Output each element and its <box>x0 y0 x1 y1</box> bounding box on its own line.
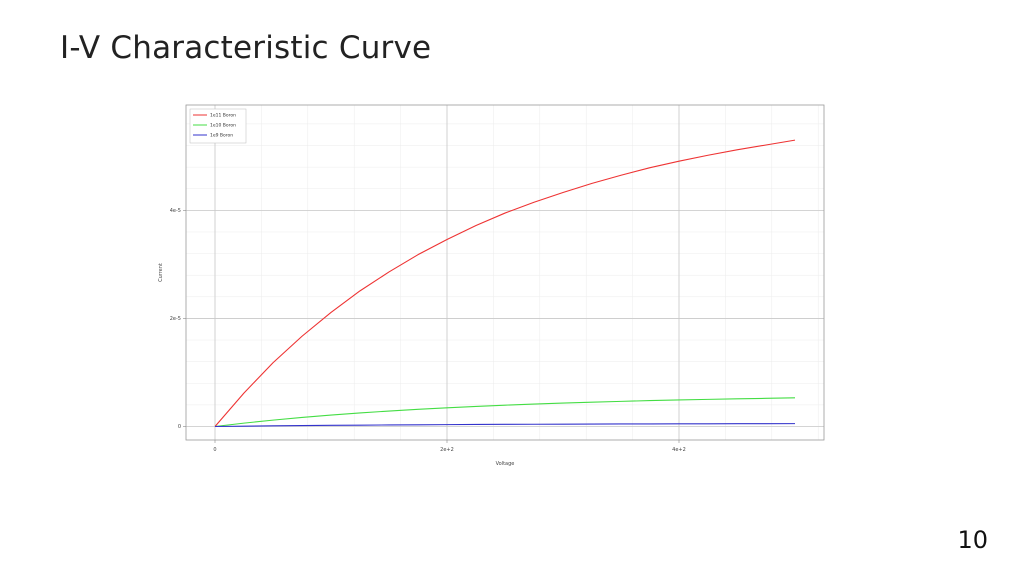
iv-chart: 0 2e+2 4e+2 0 2e-5 4e-5 Voltage Current 1e11 … <box>150 98 840 478</box>
slide-title: I-V Characteristic Curve <box>60 30 432 66</box>
y-tick-label: 0 <box>178 424 181 430</box>
series-line-1 <box>214 139 796 427</box>
y-tick-label: 2e-5 <box>170 316 181 322</box>
x-tick-label: 2e+2 <box>440 447 454 453</box>
series-line-3 <box>214 423 796 428</box>
series-lines <box>214 139 796 428</box>
legend-label: 1e10 Boron <box>210 123 236 129</box>
legend-label: 1e11 Boron <box>210 113 236 119</box>
grid-lines <box>186 105 824 440</box>
x-tick-label: 0 <box>213 447 216 453</box>
x-axis-title: Voltage <box>496 461 515 467</box>
page-number: 10 <box>957 526 988 554</box>
series-line-2 <box>214 397 796 428</box>
y-axis-title: Current <box>158 263 164 282</box>
x-tick-label: 4e+2 <box>672 447 686 453</box>
plot-frame <box>185 104 825 441</box>
chart-legend: 1e11 Boron 1e10 Boron 1e9 Boron <box>189 108 247 144</box>
axis-ticks: 0 2e+2 4e+2 0 2e-5 4e-5 <box>170 208 686 453</box>
plot-background <box>150 98 840 478</box>
y-tick-label: 4e-5 <box>170 208 181 214</box>
legend-label: 1e9 Boron <box>210 133 233 139</box>
